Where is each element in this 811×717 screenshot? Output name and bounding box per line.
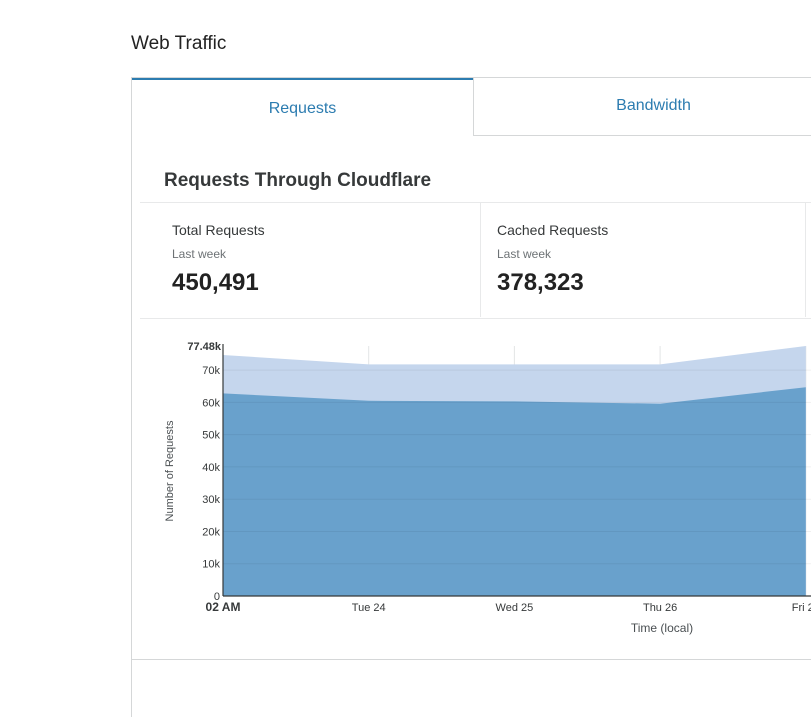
chart-axes: 0 10k 20k 30k 40k 50k 60k 70k 77.48k 02 AM Tue 24 W… bbox=[187, 341, 811, 614]
x-tick-label: Wed 25 bbox=[496, 602, 534, 614]
area-cached-requests bbox=[223, 387, 806, 596]
panel-divider bbox=[132, 659, 811, 660]
stat-label: Cached Requests bbox=[497, 222, 609, 238]
y-tick-label: 50k bbox=[202, 430, 220, 442]
tab-bandwidth[interactable]: Bandwidth bbox=[473, 78, 811, 136]
y-tick-label: 60k bbox=[202, 397, 220, 409]
y-tick-label: 10k bbox=[202, 559, 220, 571]
stat-label: Total Requests bbox=[172, 222, 265, 238]
x-tick-label: 02 AM bbox=[206, 600, 241, 614]
card-title: Requests Through Cloudflare bbox=[164, 170, 432, 191]
y-tick-label: 0 bbox=[214, 591, 220, 603]
stat-cached-requests: Cached Requests Last week 378,323 bbox=[481, 203, 806, 317]
x-tick-label: Thu 26 bbox=[643, 602, 677, 614]
y-tick-label: 70k bbox=[202, 365, 220, 377]
stats-row: Total Requests Last week 450,491 Cached … bbox=[140, 202, 811, 319]
y-tick-label: 20k bbox=[202, 526, 220, 538]
section-title: Web Traffic bbox=[131, 33, 227, 54]
y-axis-label: Number of Requests bbox=[164, 420, 176, 521]
requests-area-chart: 0 10k 20k 30k 40k 50k 60k 70k 77.48k 02 AM Tue 24 W… bbox=[164, 341, 811, 635]
x-tick-label: Tue 24 bbox=[352, 602, 386, 614]
x-tick-label: Fri 27 bbox=[792, 602, 811, 614]
y-max-label: 77.48k bbox=[187, 341, 222, 353]
stat-period: Last week bbox=[172, 247, 227, 261]
tab-requests[interactable]: Requests bbox=[132, 78, 473, 136]
stat-value: 450,491 bbox=[172, 269, 259, 296]
stat-total-requests: Total Requests Last week 450,491 bbox=[140, 203, 481, 317]
stat-period: Last week bbox=[497, 247, 552, 261]
y-tick-label: 30k bbox=[202, 494, 220, 506]
stat-value: 378,323 bbox=[497, 269, 584, 296]
chart-areas bbox=[223, 346, 806, 596]
x-axis-label: Time (local) bbox=[631, 621, 693, 635]
y-tick-label: 40k bbox=[202, 462, 220, 474]
web-traffic-panel: Requests Bandwidth Requests Through Clou… bbox=[131, 77, 811, 717]
